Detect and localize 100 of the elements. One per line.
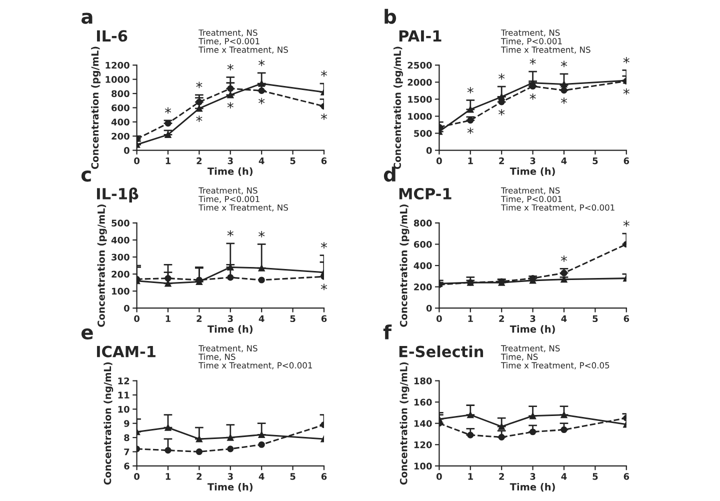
y-tick-label: 200 bbox=[414, 284, 432, 290]
text: f bbox=[383, 324, 392, 340]
y-tick-label: 7 bbox=[124, 448, 130, 456]
chart-title: PAI-1 bbox=[399, 30, 442, 42]
x-tick-label: 5 bbox=[290, 158, 296, 164]
x-tick-label: 4 bbox=[561, 158, 567, 164]
y-tick-label: 500 bbox=[414, 130, 432, 137]
annotation: * bbox=[258, 231, 265, 238]
annotation: * bbox=[498, 73, 505, 80]
y-tick-label: 2500 bbox=[408, 62, 432, 69]
text: Time x Treatment, P<0.05 bbox=[500, 362, 610, 370]
text: Time, NS bbox=[500, 354, 538, 361]
chart-title: E-Selectin bbox=[399, 345, 484, 358]
x-tick-label: 2 bbox=[196, 473, 202, 480]
x-tick-label: 6 bbox=[624, 473, 630, 480]
x-tick-label: 0 bbox=[134, 315, 140, 322]
x-tick-label: 4 bbox=[561, 315, 567, 322]
y-tick-label: 100 bbox=[414, 462, 432, 470]
text: Treatment, NS bbox=[500, 30, 560, 37]
y-tick-label: 600 bbox=[112, 104, 130, 112]
x-tick-label: 0 bbox=[134, 157, 140, 164]
text: Time, P<0.001 bbox=[500, 38, 562, 46]
annotation: * bbox=[530, 58, 536, 65]
text: b bbox=[384, 8, 396, 24]
x-tick-label: 1 bbox=[468, 315, 473, 322]
y-tick-label: 400 bbox=[111, 118, 130, 126]
x-tick-label: 5 bbox=[592, 315, 598, 322]
annotation: * bbox=[560, 60, 568, 68]
x-axis-title: Time (h) bbox=[208, 483, 253, 492]
x-tick-label: 4 bbox=[561, 473, 567, 480]
x-tick-label: 3 bbox=[530, 315, 536, 322]
chart-title: IL-1β bbox=[97, 187, 138, 202]
y-tick-label: 1200 bbox=[106, 62, 130, 69]
text: a bbox=[81, 12, 92, 24]
y-tick-label: 9 bbox=[124, 420, 130, 427]
annotation: * bbox=[320, 70, 328, 77]
text: Time, NS bbox=[198, 354, 236, 361]
x-tick-label: 3 bbox=[530, 473, 536, 480]
chart-title: MCP-1 bbox=[399, 188, 452, 200]
y-tick-label: 6 bbox=[124, 462, 130, 470]
text: Treatment, NS bbox=[198, 30, 258, 37]
annotation: * bbox=[196, 82, 202, 88]
y-tick-label: 400 bbox=[414, 262, 432, 270]
x-tick-label: 3 bbox=[228, 315, 233, 322]
annotation: * bbox=[623, 220, 630, 227]
y-axis-title: Concentration (pg/mL) bbox=[97, 204, 107, 327]
text: Time x Treatment, NS bbox=[198, 204, 288, 212]
x-tick-label: 0 bbox=[436, 157, 442, 164]
annotation: * bbox=[530, 93, 536, 100]
x-axis-title: Time (h) bbox=[510, 483, 555, 492]
y-tick-label: 300 bbox=[112, 254, 130, 261]
annotation: * bbox=[320, 284, 328, 290]
annotation: * bbox=[467, 128, 474, 134]
x-tick-label: 3 bbox=[530, 157, 536, 164]
x-tick-label: 4 bbox=[258, 315, 264, 322]
x-tick-label: 4 bbox=[258, 158, 264, 164]
annotation: * bbox=[320, 242, 328, 248]
annotation: * bbox=[498, 109, 505, 116]
x-tick-label: 0 bbox=[436, 315, 442, 322]
x-tick-label: 6 bbox=[321, 157, 327, 164]
y-tick-label: 500 bbox=[112, 220, 130, 227]
y-tick-label: 10 bbox=[118, 406, 130, 413]
text: Treatment, NS bbox=[198, 187, 258, 194]
x-tick-label: 3 bbox=[228, 157, 233, 164]
chart-title: IL-6 bbox=[97, 30, 128, 42]
y-tick-label: 11 bbox=[118, 392, 130, 398]
y-tick-label: 12 bbox=[118, 377, 130, 384]
x-tick-label: 2 bbox=[499, 315, 504, 322]
x-axis-title: Time (h) bbox=[510, 325, 555, 334]
x-axis-title: Time (h) bbox=[208, 167, 253, 176]
y-tick-label: 120 bbox=[414, 441, 432, 448]
y-tick-label: 1000 bbox=[408, 112, 432, 120]
text: Treatment, NS bbox=[198, 345, 258, 352]
y-axis-title: Concentration (pg/mL) bbox=[400, 204, 410, 327]
text: Time x Treatment, P<0.001 bbox=[500, 204, 614, 212]
x-tick-label: 4 bbox=[258, 473, 264, 480]
y-tick-label: 0 bbox=[426, 147, 432, 154]
x-axis-title: Time (h) bbox=[510, 167, 555, 176]
y-axis-title: Concentration (ng/mL) bbox=[400, 362, 410, 485]
text: e bbox=[81, 328, 93, 340]
x-tick-label: 1 bbox=[166, 315, 171, 322]
annotation: * bbox=[560, 256, 568, 262]
text: Time x Treatment, NS bbox=[500, 46, 590, 54]
y-tick-label: 800 bbox=[112, 90, 130, 98]
x-tick-label: 0 bbox=[436, 473, 442, 480]
y-tick-label: 800 bbox=[414, 220, 432, 227]
x-tick-label: 5 bbox=[290, 473, 296, 480]
y-tick-label: 0 bbox=[124, 304, 130, 312]
y-tick-label: 180 bbox=[414, 377, 432, 384]
y-tick-label: 200 bbox=[112, 132, 130, 140]
annotation: * bbox=[227, 102, 234, 108]
x-tick-label: 3 bbox=[228, 473, 233, 480]
annotation: * bbox=[467, 87, 474, 94]
annotation: * bbox=[227, 230, 234, 237]
y-tick-label: 2000 bbox=[408, 78, 432, 86]
annotation: * bbox=[164, 107, 172, 114]
text: d bbox=[384, 166, 396, 182]
y-tick-label: 1000 bbox=[106, 76, 130, 83]
x-tick-label: 0 bbox=[134, 473, 140, 480]
text: Time, P<0.001 bbox=[198, 196, 260, 203]
